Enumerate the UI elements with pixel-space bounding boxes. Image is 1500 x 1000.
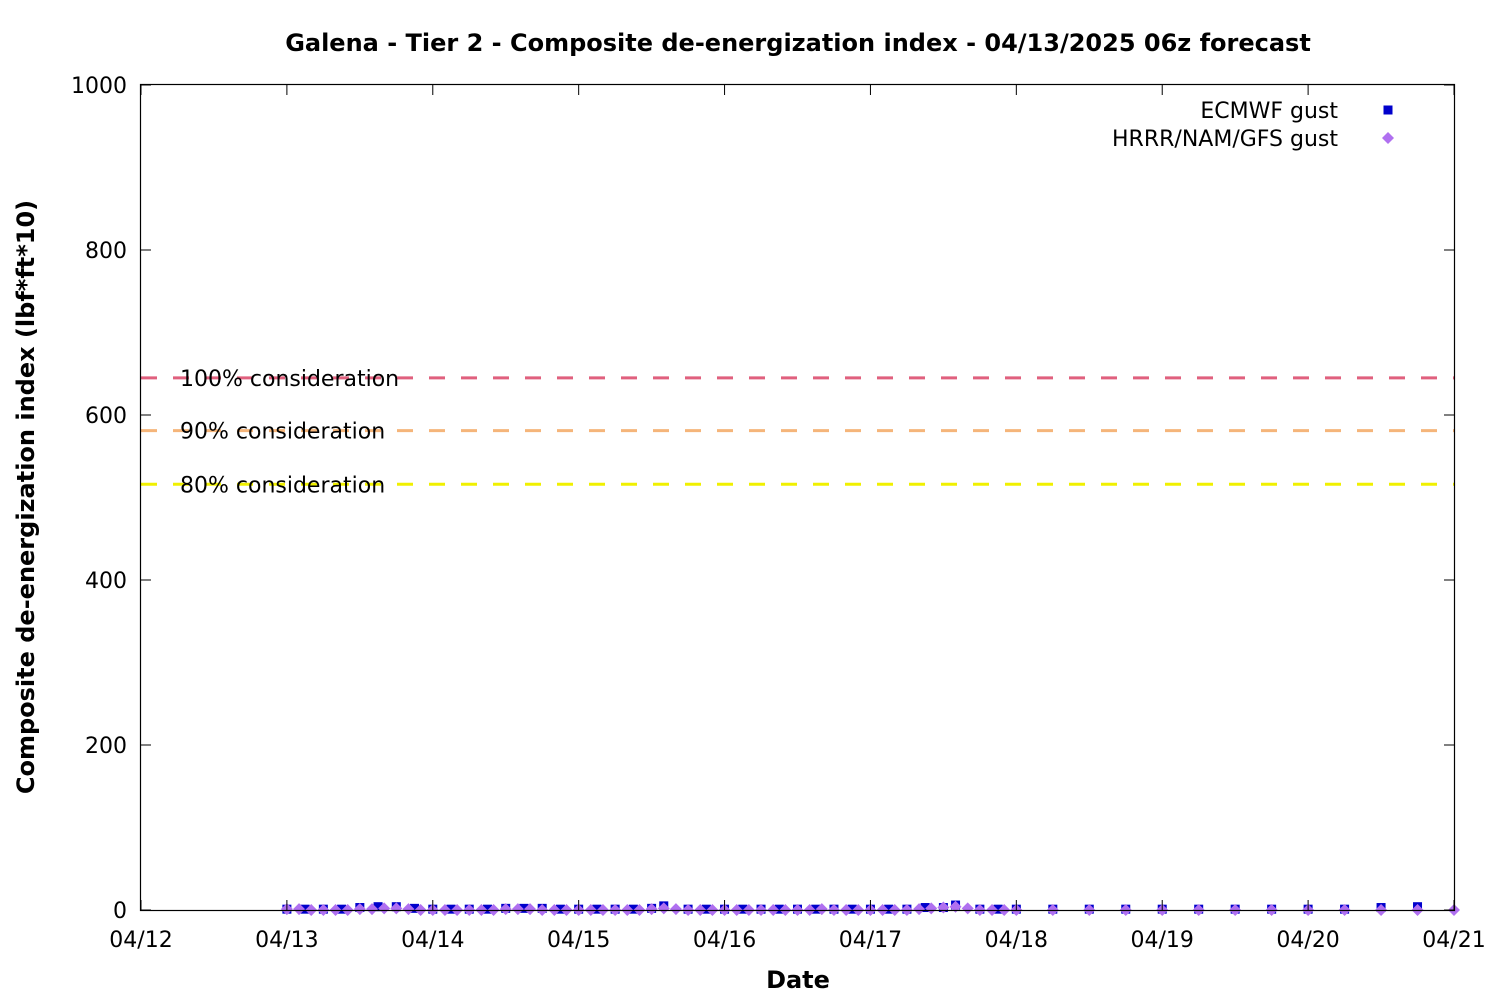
data-series: [280, 900, 1460, 916]
legend-label: ECMWF gust: [1200, 99, 1338, 124]
data-point: [524, 903, 537, 916]
data-point: [511, 903, 524, 916]
x-tick-label: 04/14: [401, 928, 464, 953]
x-tick-label: 04/15: [547, 928, 610, 953]
x-tick-label: 04/16: [693, 928, 756, 953]
data-point: [446, 904, 456, 914]
data-point: [913, 903, 926, 916]
data-point: [628, 904, 638, 914]
data-point: [499, 903, 512, 916]
axis-ticks: 04/12 04/13 04/14 04/15 04/16 04/17 04/18 04/19…: [71, 74, 1486, 953]
threshold-lines: 100% consideration 90% consideration 80% c…: [141, 367, 1454, 498]
y-tick-label: 800: [85, 239, 127, 264]
y-tick-label: 0: [113, 899, 127, 924]
data-point: [920, 903, 930, 913]
x-tick-label: 04/17: [839, 928, 902, 953]
threshold-label: 80% consideration: [180, 473, 385, 498]
y-tick-label: 200: [85, 734, 127, 759]
data-point: [378, 902, 391, 915]
data-point: [293, 903, 306, 916]
plot-frame: [139, 83, 1456, 912]
y-tick-label: 400: [85, 569, 127, 594]
y-axis-label: Composite de-energization index (lbf*ft*…: [12, 200, 40, 794]
data-point: [373, 902, 383, 912]
x-tick-label: 04/20: [1276, 928, 1339, 953]
data-point: [701, 904, 711, 914]
data-point: [592, 904, 602, 914]
data-point: [925, 902, 938, 915]
x-tick-label: 04/21: [1422, 928, 1485, 953]
data-point: [738, 904, 748, 914]
data-point: [353, 903, 366, 916]
data-point: [482, 904, 492, 914]
data-point: [390, 902, 403, 915]
data-point: [884, 904, 894, 914]
data-point: [993, 904, 1003, 914]
x-tick-label: 04/19: [1131, 928, 1194, 953]
data-point: [337, 904, 347, 914]
x-tick-label: 04/12: [109, 928, 172, 953]
data-point: [555, 904, 565, 914]
data-point: [961, 902, 974, 915]
threshold-label: 100% consideration: [180, 367, 399, 392]
data-point: [847, 904, 857, 914]
y-tick-label: 600: [85, 404, 127, 429]
data-point: [410, 903, 420, 913]
x-axis-label: Date: [766, 966, 830, 994]
data-point: [645, 903, 658, 916]
data-point: [365, 903, 378, 916]
y-tick-label: 1000: [71, 74, 127, 99]
data-point: [519, 903, 529, 913]
legend: ECMWF gust HRRR/NAM/GFS gust: [1112, 99, 1394, 152]
data-point: [657, 902, 670, 915]
threshold-label: 90% consideration: [180, 420, 385, 445]
data-point: [402, 903, 415, 916]
legend-marker: [1382, 132, 1394, 144]
data-point: [949, 900, 962, 913]
data-point: [669, 903, 682, 916]
data-point: [811, 904, 821, 914]
data-point: [815, 903, 828, 916]
legend-marker: [1383, 105, 1393, 115]
legend-label: HRRR/NAM/GFS gust: [1112, 127, 1338, 152]
data-point: [300, 904, 310, 914]
data-point: [774, 904, 784, 914]
x-tick-label: 04/18: [985, 928, 1048, 953]
x-tick-label: 04/13: [255, 928, 318, 953]
chart-title: Galena - Tier 2 - Composite de-energizat…: [285, 29, 1311, 57]
